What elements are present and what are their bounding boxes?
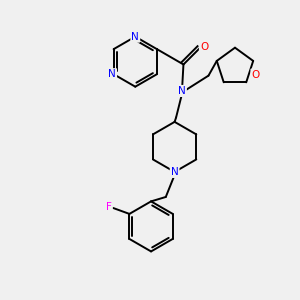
- Text: N: N: [131, 32, 139, 42]
- Text: N: N: [171, 167, 178, 177]
- Text: O: O: [200, 42, 208, 52]
- Text: F: F: [106, 202, 112, 212]
- Text: N: N: [178, 86, 186, 96]
- Text: O: O: [251, 70, 260, 80]
- Text: N: N: [108, 69, 116, 79]
